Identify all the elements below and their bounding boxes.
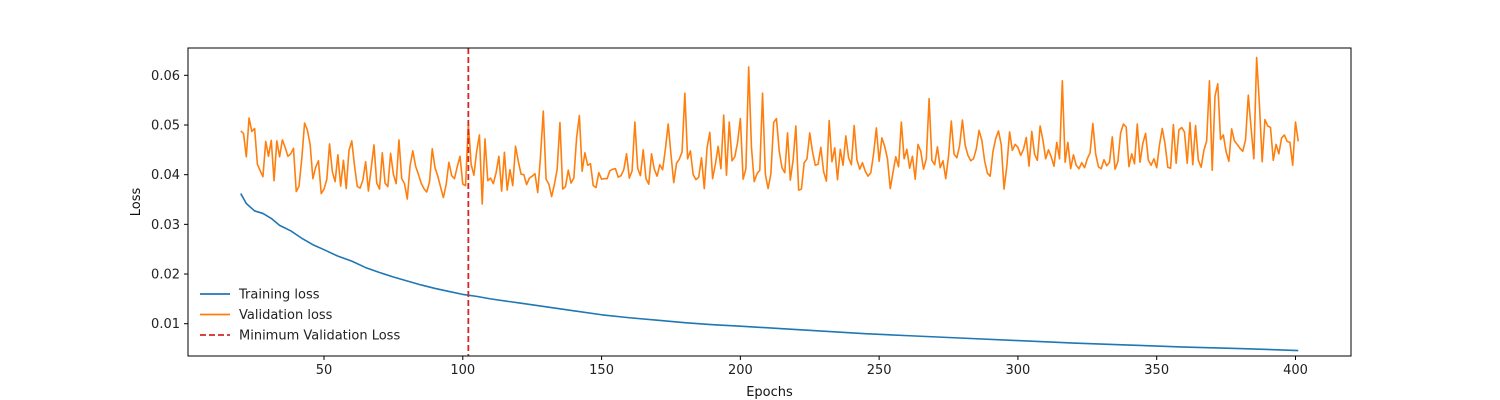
legend-label-validation-loss: Validation loss [239,308,333,323]
x-tick-label: 200 [728,363,753,378]
x-tick-label: 300 [1006,363,1031,378]
x-axis-label: Epochs [746,385,793,400]
x-tick-label: 250 [867,363,892,378]
y-tick-label: 0.01 [151,317,180,332]
legend: Training loss Validation loss Minimum Va… [200,288,400,344]
y-tick-label: 0.03 [151,218,180,233]
plot-frame [187,47,1352,357]
legend-label-min-validation-loss: Minimum Validation Loss [239,329,400,344]
y-tick-label: 0.06 [151,69,180,84]
series-line-training-loss [240,193,1299,352]
x-tick-label: 350 [1144,363,1169,378]
series-line-validation-loss [240,56,1300,205]
axes: 50 100 150 200 250 300 350 400 0.01 0.02 0.03 0.04 0… [151,47,1352,378]
plot-area [240,48,1300,356]
x-tick-label: 150 [589,363,614,378]
x-tick-label: 400 [1283,363,1308,378]
x-tick-label: 50 [316,363,333,378]
legend-label-training-loss: Training loss [238,288,320,303]
y-axis-label: Loss [129,188,144,217]
y-tick-label: 0.02 [151,268,180,283]
y-tick-label: 0.05 [151,119,180,134]
y-tick-label: 0.04 [151,168,180,183]
x-tick-label: 100 [450,363,475,378]
